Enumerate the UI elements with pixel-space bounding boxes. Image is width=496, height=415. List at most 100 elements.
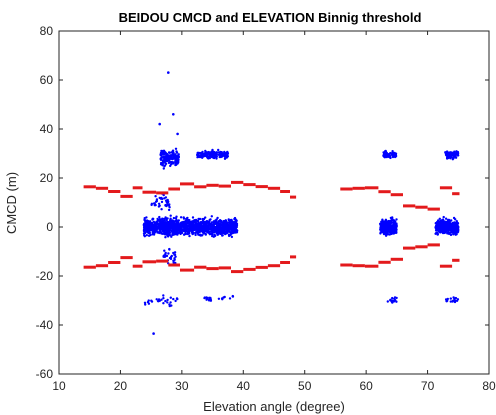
- cmcd-point: [235, 229, 239, 232]
- cmcd-point: [211, 155, 214, 158]
- cmcd-point: [165, 219, 168, 222]
- cmcd-point: [391, 296, 394, 300]
- cmcd-point: [226, 150, 229, 154]
- cmcd-point: [221, 222, 224, 225]
- cmcd-point: [169, 226, 173, 229]
- cmcd-point: [207, 221, 211, 225]
- cmcd-point: [387, 233, 390, 236]
- cmcd-point: [381, 225, 384, 228]
- cmcd-point: [160, 223, 164, 226]
- cmcd-point: [234, 219, 237, 222]
- cmcd-point: [441, 218, 445, 221]
- cmcd-point: [157, 218, 161, 222]
- cmcd-point: [162, 302, 165, 305]
- cmcd-point: [167, 225, 171, 228]
- cmcd-point: [436, 231, 439, 235]
- cmcd-point: [384, 230, 388, 234]
- cmcd-point: [452, 230, 455, 234]
- cmcd-point: [185, 219, 188, 222]
- cmcd-point: [394, 227, 397, 231]
- cmcd-point: [394, 153, 397, 156]
- cmcd-point: [448, 155, 451, 158]
- cmcd-point: [194, 221, 197, 224]
- cmcd-point: [195, 230, 198, 234]
- cmcd-point: [446, 225, 449, 228]
- cmcd-point: [171, 149, 175, 153]
- cmcd-point: [205, 230, 209, 234]
- cmcd-point: [159, 226, 162, 229]
- cmcd-point: [220, 232, 223, 235]
- cmcd-point: [172, 222, 175, 226]
- cmcd-point: [177, 153, 180, 156]
- cmcd-point: [145, 227, 148, 230]
- cmcd-point: [194, 227, 198, 231]
- cmcd-point: [215, 220, 218, 223]
- cmcd-point: [143, 217, 146, 220]
- cmcd-point: [164, 162, 168, 165]
- cmcd-point: [382, 228, 386, 232]
- cmcd-point: [209, 218, 212, 221]
- cmcd-point: [380, 220, 383, 223]
- cmcd-point: [213, 225, 217, 229]
- cmcd-point: [452, 296, 455, 299]
- cmcd-point: [173, 253, 177, 256]
- cmcd-point: [223, 157, 227, 160]
- cmcd-point: [231, 294, 234, 298]
- cmcd-point: [164, 299, 167, 303]
- cmcd-point: [395, 218, 398, 221]
- cmcd-point: [437, 219, 440, 222]
- cmcd-point: [221, 298, 224, 301]
- cmcd-point: [169, 257, 173, 261]
- cmcd-point: [173, 229, 176, 233]
- cmcd-point: [455, 299, 459, 302]
- cmcd-point: [452, 216, 456, 220]
- cmcd-point: [228, 220, 232, 223]
- cmcd-point: [215, 151, 218, 154]
- cmcd-point: [451, 300, 454, 303]
- cmcd-point: [455, 151, 458, 154]
- cmcd-point: [228, 233, 231, 236]
- cmcd-point: [450, 151, 453, 154]
- cmcd-point: [143, 301, 147, 304]
- cmcd-point: [191, 225, 195, 229]
- cmcd-point: [205, 298, 208, 301]
- cmcd-point: [218, 226, 222, 229]
- cmcd-point: [393, 221, 396, 225]
- cmcd-point: [151, 233, 154, 236]
- cmcd-point: [446, 227, 449, 230]
- cmcd-point: [216, 216, 219, 220]
- cmcd-point: [207, 155, 211, 158]
- cmcd-point: [224, 219, 227, 222]
- cmcd-point: [233, 222, 236, 225]
- cmcd-point: [442, 228, 445, 231]
- cmcd-point: [186, 222, 190, 225]
- cmcd-point: [456, 153, 459, 156]
- cmcd-point: [196, 151, 199, 155]
- cmcd-point: [211, 232, 214, 236]
- cmcd-point: [154, 223, 157, 226]
- cmcd-point: [228, 225, 232, 228]
- cmcd-point: [452, 151, 456, 155]
- cmcd-point: [169, 255, 173, 259]
- cmcd-point: [233, 226, 236, 229]
- cmcd-point: [201, 150, 204, 154]
- cmcd-point: [171, 233, 174, 237]
- cmcd-point: [163, 254, 167, 258]
- cmcd-point: [172, 251, 175, 255]
- cmcd-point: [160, 218, 164, 221]
- cmcd-point: [188, 232, 191, 235]
- cmcd-point: [171, 157, 174, 161]
- y-tick-label: 0: [46, 220, 53, 234]
- cmcd-point: [183, 229, 186, 232]
- cmcd-point: [197, 224, 200, 227]
- cmcd-point: [157, 205, 161, 208]
- cmcd-point: [438, 228, 441, 231]
- cmcd-point: [177, 161, 180, 164]
- cmcd-point: [386, 222, 390, 225]
- y-tick-label: -40: [36, 318, 54, 332]
- axis-ticks: 10 20 30 40 50 60 70 80 -60 -40 -20 0 20 40 60 80: [36, 24, 496, 393]
- cmcd-point: [170, 235, 173, 238]
- cmcd-point: [214, 227, 217, 231]
- cmcd-point: [144, 229, 147, 232]
